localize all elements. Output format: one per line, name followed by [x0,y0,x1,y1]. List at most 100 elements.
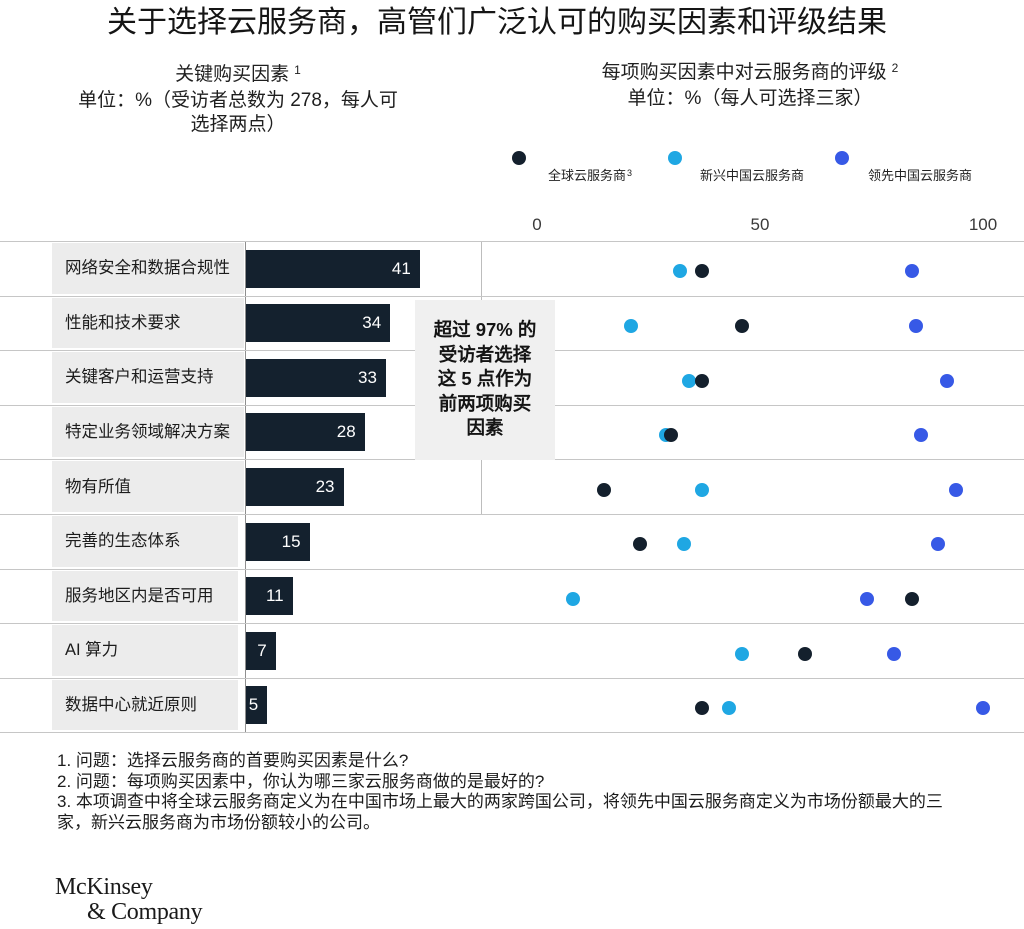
legend-item-emerging-china-provider: 新兴中国云服务商 [700,168,804,184]
category-cell: 性能和技术要求 [52,297,244,349]
dot-global-provider [695,701,710,716]
footnote-ref-3: 3 [627,168,633,178]
dot-global-provider [735,318,750,333]
row-divider [0,677,1024,679]
category-cell: 物有所值 [52,461,244,512]
dot-global-provider [797,646,812,661]
dot-emerging-china-provider [677,537,692,552]
ratings-title: 每项购买因素中对云服务商的评级 2 [570,61,930,87]
bar: 23 [246,467,344,506]
dot-global-provider [695,264,710,279]
bar: 28 [246,413,365,452]
dot-leading-china-provider [913,428,928,443]
category-label: 网络安全和数据合规性 [65,259,230,278]
dot-leading-china-provider [909,318,924,333]
row-divider [0,241,1024,242]
ratings-title-text: 每项购买因素中对云服务商的评级 [601,62,887,83]
callout-line: 超过 97% 的 [433,319,537,340]
bar-value-label: 33 [357,367,377,387]
footnote-2: 2. 问题：每项购买因素中，你认为哪三家云服务商做的是最好的? [57,771,545,791]
key-factors-unit-line-1: 单位：%（受访者总数为 278，每人可 [78,89,398,111]
category-label: 关键客户和运营支持 [65,368,214,387]
footnote-ref-1: 1 [294,63,301,77]
bar-baseline [245,241,246,732]
key-factors-header: 关键购买因素 1 单位：%（受访者总数为 278，每人可 选择两点） [46,63,430,138]
dot-emerging-china-provider [565,591,580,606]
x-tick-label: 50 [750,215,770,234]
legend-label: 新兴中国云服务商 [700,168,805,183]
dot-leading-china-provider [940,373,955,388]
dot-leading-china-provider [976,701,990,716]
bar: 33 [246,358,386,397]
category-label: 数据中心就近原则 [65,696,197,715]
bar: 41 [246,249,420,288]
logo-line-2: & Company [87,899,203,925]
legend-label: 领先中国云服务商 [868,168,973,183]
dot-emerging-china-provider [681,373,696,388]
callout-line: 受访者选择 [438,343,532,365]
dot-leading-china-provider [904,264,919,279]
dot-global-provider [632,537,647,552]
category-label: 性能和技术要求 [65,313,181,332]
dot-global-provider [904,591,919,606]
row-divider [0,514,1024,515]
bar: 5 [246,686,268,725]
bar: 11 [246,577,293,616]
category-label: 物有所值 [65,477,131,496]
bar-value-label: 7 [257,640,267,660]
legend-item-leading-china-provider: 领先中国云服务商 [868,168,972,184]
category-label: AI 算力 [65,641,119,660]
legend-dot-emerging-china-provider [668,151,682,165]
dot-leading-china-provider [886,646,901,661]
dot-emerging-china-provider [695,482,710,497]
bar-value-label: 34 [362,313,382,333]
dot-emerging-china-provider [672,264,687,279]
legend-item-global-provider: 全球云服务商3 [548,168,632,185]
dot-emerging-china-provider [735,646,750,661]
x-tick-label: 100 [968,215,998,234]
footnote-1: 1. 问题：选择云服务商的首要购买因素是什么? [57,751,409,770]
bar-value-label: 15 [281,531,301,551]
x-tick-label: 0 [532,215,542,234]
legend-dot-global-provider [512,151,526,165]
dot-global-provider [596,482,611,497]
category-cell: 网络安全和数据合规性 [52,243,244,294]
legend-label: 全球云服务商 [548,168,627,183]
row-divider [0,295,1024,297]
category-label: 完善的生态体系 [65,532,181,551]
dot-global-provider [663,428,678,443]
legend-dot-leading-china-provider [835,151,849,165]
key-factors-title-text: 关键购买因素 [175,64,290,85]
key-factors-unit-line-2: 选择两点） [190,114,286,135]
footnote-3-line-1: 3. 本项调查中将全球云服务商定义为在中国市场上最大的两家跨国公司，将领先中国云… [57,792,943,811]
callout-line: 因素 [466,417,504,438]
bar-value-label: 5 [248,695,259,715]
dot-leading-china-provider [860,591,875,606]
bar-value-label: 11 [265,586,284,606]
bar: 7 [246,631,276,670]
row-divider [0,568,1024,570]
key-factors-title: 关键购买因素 1 [46,63,430,89]
dot-emerging-china-provider [623,318,638,333]
dot-global-provider [695,373,710,388]
bar-value-label: 28 [336,422,356,442]
bar: 34 [246,304,391,343]
category-cell: 关键客户和运营支持 [52,352,244,403]
bar: 15 [246,522,310,561]
footnotes: 1. 问题：选择云服务商的首要购买因素是什么? 2. 问题：每项购买因素中，你认… [57,751,943,833]
category-cell: 完善的生态体系 [52,516,238,567]
callout-line: 前两项购买 [438,392,532,414]
category-cell: 服务地区内是否可用 [52,570,238,622]
footnote-3-line-2: 家，新兴云服务商为市场份额较小的公司。 [57,812,380,832]
row-divider [0,623,1024,625]
row-divider [0,732,1024,734]
category-label: 特定业务领域解决方案 [65,423,230,442]
category-cell: AI 算力 [52,625,238,676]
dot-leading-china-provider [931,537,946,552]
bar-value-label: 41 [391,258,411,278]
category-label: 服务地区内是否可用 [65,586,214,605]
top-five-callout: 超过 97% 的 受访者选择 这 5 点作为 前两项购买 因素 [415,300,555,460]
ratings-header: 每项购买因素中对云服务商的评级 2 单位：%（每人可选择三家） [570,61,930,111]
bar-value-label: 23 [315,476,335,496]
